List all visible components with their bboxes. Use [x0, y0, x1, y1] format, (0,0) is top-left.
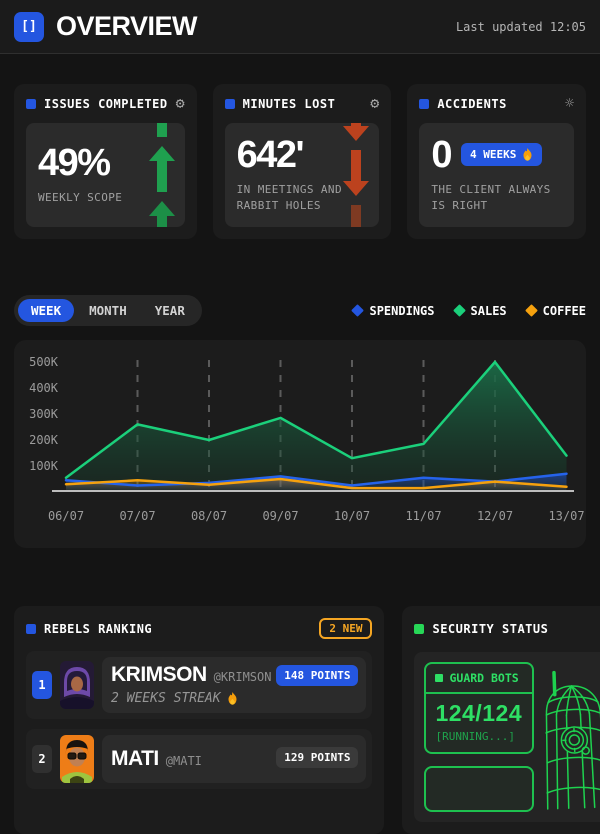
legend-label: COFFEE: [543, 304, 586, 318]
player-handle: @KRIMSON: [214, 670, 272, 684]
svg-text:400K: 400K: [29, 381, 59, 395]
streak-weeks-text: 4 WEEKS: [470, 148, 516, 161]
ranking-row-mati[interactable]: 2 MATI @MATI: [26, 729, 372, 789]
streak-weeks-badge: 4 WEEKS: [461, 143, 542, 166]
player-name: KRIMSON: [111, 664, 207, 685]
stat-value: 0: [431, 136, 451, 174]
svg-text:08/07: 08/07: [191, 509, 227, 523]
gear-icon[interactable]: ⚙: [370, 96, 379, 111]
player-nameplate: KRIMSON @KRIMSON 148 POINTS 2 WEEKS STRE…: [102, 657, 366, 713]
stat-card-label: ISSUES COMPLETED: [44, 97, 168, 111]
stat-panel: 0 4 WEEKS THE CLIENT ALWAYS IS RIGHT: [419, 123, 574, 227]
rank-badge: 1: [32, 671, 52, 699]
app-logo-icon: []: [14, 12, 44, 42]
bullet-square-icon: [26, 624, 36, 634]
stat-caption: THE CLIENT ALWAYS IS RIGHT: [431, 182, 562, 215]
legend-label: SPENDINGS: [369, 304, 434, 318]
period-tabs: WEEK MONTH YEAR: [14, 295, 202, 326]
svg-text:100K: 100K: [29, 459, 59, 473]
rank-badge: 2: [32, 745, 52, 773]
stat-caption: WEEKLY SCOPE: [38, 190, 173, 207]
stat-card-label: MINUTES LOST: [243, 97, 336, 111]
svg-text:500K: 500K: [29, 355, 59, 369]
bullet-square-icon: [414, 624, 424, 634]
svg-text:06/07: 06/07: [48, 509, 84, 523]
stat-value: 49%: [38, 144, 173, 182]
page-title: OVERVIEW: [56, 11, 197, 42]
bullet-square-icon: [419, 99, 429, 109]
new-count-badge: 2 NEW: [319, 618, 372, 639]
legend-label: SALES: [471, 304, 507, 318]
app-header: [] OVERVIEW Last updated 12:05: [0, 0, 600, 54]
svg-text:200K: 200K: [29, 433, 59, 447]
diamond-icon: [525, 304, 538, 317]
ranking-rows: 1 KRIMSON @KRIMSON 148 POINTS: [26, 651, 372, 789]
stat-panel: 49% WEEKLY SCOPE: [26, 123, 185, 227]
guard-bots-label: GUARD BOTS: [449, 671, 518, 685]
legend-item-coffee[interactable]: COFFEE: [527, 304, 586, 318]
legend-item-spendings[interactable]: SPENDINGS: [353, 304, 434, 318]
stat-value: 642': [237, 136, 368, 174]
stat-card-issues-completed: ISSUES COMPLETED ⚙ 49% WEEKLY SCOPE: [14, 84, 197, 239]
svg-text:12/07: 12/07: [477, 509, 513, 523]
guard-bots-status: [RUNNING...]: [435, 730, 523, 743]
svg-text:07/07: 07/07: [119, 509, 155, 523]
svg-text:10/07: 10/07: [334, 509, 370, 523]
last-updated-text: Last updated 12:05: [456, 20, 586, 34]
rebels-ranking-card: REBELS RANKING 2 NEW 1 KRIMSON: [14, 606, 384, 834]
player-handle: @MATI: [166, 754, 202, 768]
tab-year[interactable]: YEAR: [142, 299, 198, 322]
chart-controls-row: WEEK MONTH YEAR SPENDINGS SALES COFFEE: [14, 295, 586, 326]
tab-month[interactable]: MONTH: [76, 299, 140, 322]
security-box-partial: [424, 766, 534, 812]
player-nameplate: MATI @MATI 129 POINTS: [102, 735, 366, 783]
bullet-square-icon: [225, 99, 235, 109]
security-panel: GUARD BOTS 124/124 [RUNNING...]: [414, 652, 600, 822]
guard-bots-count: 124/124: [435, 700, 523, 727]
stat-card-accidents: ACCIDENTS ☼ 0 4 WEEKS THE CLIENT ALWAYS …: [407, 84, 586, 239]
tab-week[interactable]: WEEK: [18, 299, 74, 322]
stat-card-minutes-lost: MINUTES LOST ⚙ 642' IN MEETINGS AND RABB…: [213, 84, 392, 239]
player-name: MATI: [111, 748, 159, 769]
avatar-mati: [60, 735, 94, 783]
guard-robot-wireframe-illustration: [544, 670, 600, 810]
svg-text:09/07: 09/07: [262, 509, 298, 523]
logo-brackets: []: [21, 19, 37, 34]
points-badge: 148 POINTS: [276, 665, 358, 686]
bottom-cards-row: REBELS RANKING 2 NEW 1 KRIMSON: [14, 606, 586, 834]
ranking-title: REBELS RANKING: [44, 622, 152, 636]
streak-row: 2 WEEKS STREAK: [111, 691, 357, 706]
svg-text:300K: 300K: [29, 407, 59, 421]
gear-icon[interactable]: ⚙: [176, 96, 185, 111]
gear-icon[interactable]: ☼: [565, 96, 574, 111]
guard-bots-box: GUARD BOTS 124/124 [RUNNING...]: [424, 662, 534, 754]
stat-panel: 642' IN MEETINGS AND RABBIT HOLES: [225, 123, 380, 227]
diamond-icon: [453, 304, 466, 317]
ranking-row-krimson[interactable]: 1 KRIMSON @KRIMSON 148 POINTS: [26, 651, 372, 719]
stat-cards-row: ISSUES COMPLETED ⚙ 49% WEEKLY SCOPE MINU…: [14, 84, 586, 239]
streak-text: 2 WEEKS STREAK: [111, 691, 221, 706]
avatar-krimson: [60, 661, 94, 709]
legend-item-sales[interactable]: SALES: [455, 304, 507, 318]
svg-text:11/07: 11/07: [405, 509, 441, 523]
points-badge: 129 POINTS: [276, 747, 358, 768]
svg-text:13/07: 13/07: [548, 509, 584, 523]
spendings-sales-coffee-chart: 500K 400K 300K 200K 100K 06/07 07/07 08/07 09/07…: [14, 340, 586, 548]
security-title: SECURITY STATUS: [432, 622, 548, 636]
fire-icon: [227, 692, 238, 705]
green-square-icon: [435, 674, 443, 682]
bullet-square-icon: [26, 99, 36, 109]
fire-icon: [522, 148, 533, 161]
stat-caption: IN MEETINGS AND RABBIT HOLES: [237, 182, 368, 215]
diamond-icon: [352, 304, 365, 317]
chart-legend: SPENDINGS SALES COFFEE: [353, 304, 586, 318]
stat-card-label: ACCIDENTS: [437, 97, 507, 111]
security-status-card: SECURITY STATUS ONLINE GUARD BOTS 124/12…: [402, 606, 600, 834]
